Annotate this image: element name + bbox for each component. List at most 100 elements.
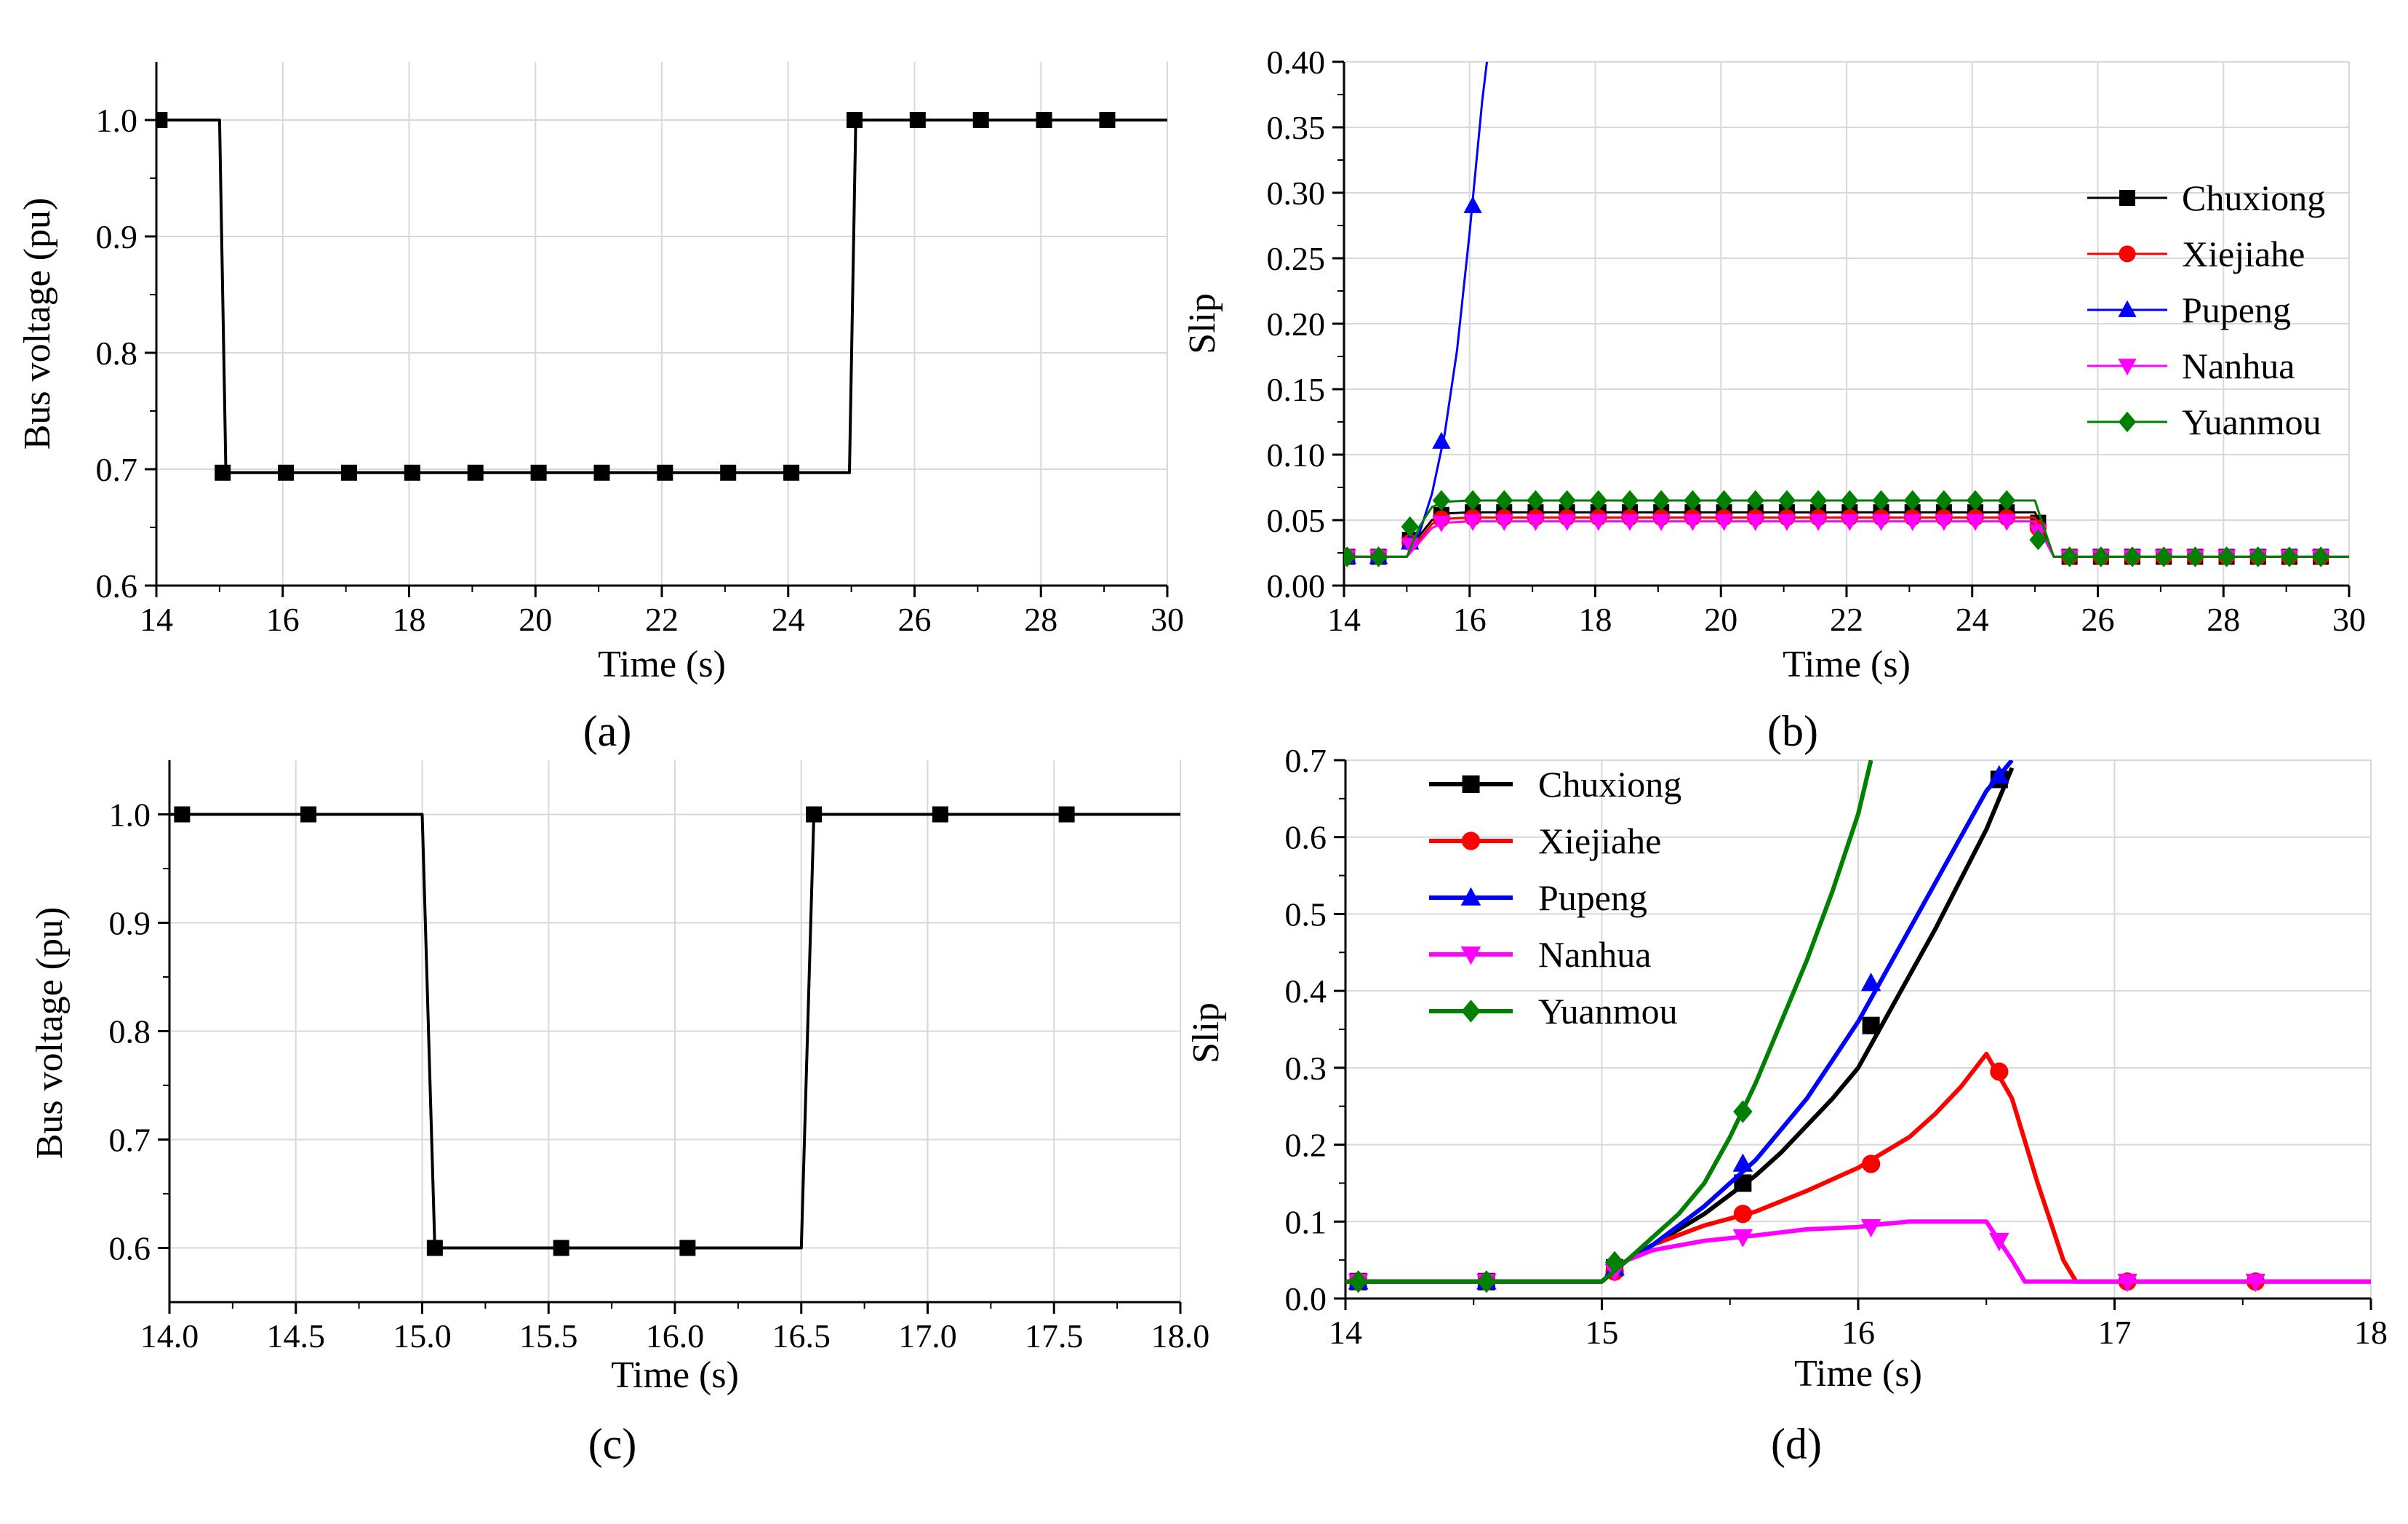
- data-point: [300, 806, 317, 823]
- x-tick-label: 17.5: [1025, 1317, 1084, 1355]
- y-axis-label: Slip: [1185, 1002, 1227, 1064]
- data-point: [1989, 765, 2009, 783]
- x-axis-label: Time (s): [1794, 1353, 1922, 1395]
- data-point: [2217, 546, 2236, 567]
- data-point: [1099, 112, 1116, 128]
- x-tick-label: 16: [1841, 1314, 1875, 1351]
- series-yuanmou: [1344, 490, 2349, 567]
- legend-label: Xiejiahe: [1538, 821, 1661, 861]
- data-point: [972, 112, 989, 128]
- data-point: [1733, 1205, 1752, 1224]
- data-point: [1777, 514, 1796, 531]
- y-tick-label: 0.05: [1267, 502, 1326, 539]
- x-tick-label: 26: [898, 601, 932, 638]
- data-point: [1620, 514, 1639, 531]
- chart-panel-d: 14 15 16 17 18 0.0 0.1 0.2 0.3 0.4 0.5 0.6 0.7 Time (…: [1185, 742, 2388, 1468]
- x-tick-label: 26: [2081, 601, 2115, 638]
- legend-label: Pupeng: [1538, 877, 1647, 918]
- data-point: [1998, 490, 2016, 511]
- data-point: [553, 1240, 569, 1256]
- x-tick-label: 16: [1453, 601, 1487, 638]
- x-tick-label: 18.0: [1151, 1317, 1210, 1355]
- plot-area: [169, 806, 1180, 1256]
- data-point: [2249, 546, 2267, 567]
- data-point: [2092, 546, 2110, 567]
- legend-label: Yuanmou: [1538, 991, 1678, 1032]
- data-point: [1432, 515, 1451, 532]
- data-point: [1733, 1100, 1753, 1123]
- panel-label: (d): [1771, 1420, 1822, 1468]
- legend-marker: [2119, 245, 2136, 263]
- x-tick-label: 16: [266, 601, 300, 638]
- legend-marker: [1461, 831, 1481, 850]
- legend-marker: [2118, 411, 2137, 433]
- x-tick-label: 24: [772, 601, 805, 638]
- y-tick-label: 0.10: [1267, 436, 1326, 474]
- series-line: [1345, 760, 1873, 1284]
- x-tick-label: 30: [1151, 601, 1184, 638]
- legend-marker: [2118, 300, 2137, 317]
- series-line: [1345, 767, 2015, 1284]
- data-point: [1809, 490, 1828, 511]
- data-point: [1344, 546, 1356, 567]
- x-tick-label: 17: [2098, 1314, 2132, 1351]
- legend-marker: [2118, 359, 2137, 376]
- plot-area: [1344, 62, 2349, 567]
- plot-area: [156, 112, 1167, 481]
- data-point: [1495, 490, 1513, 511]
- data-point: [1476, 1270, 1497, 1293]
- y-tick-label: 0.30: [1267, 175, 1326, 212]
- data-point: [1990, 1062, 2009, 1081]
- series-line: [169, 813, 1180, 1250]
- data-point: [404, 464, 420, 481]
- data-point: [1558, 490, 1576, 511]
- y-axis-label: Bus voltage (pu): [17, 198, 58, 450]
- data-point: [1432, 490, 1450, 511]
- series-bus-voltage: [169, 806, 1180, 1256]
- data-point: [2029, 529, 2047, 551]
- data-point: [530, 464, 547, 481]
- data-point: [215, 464, 231, 481]
- legend-item: Nanhua: [2087, 346, 2295, 386]
- data-point: [909, 112, 926, 128]
- x-tick-label: 18: [1579, 601, 1612, 638]
- series-line: [1345, 760, 2014, 1284]
- data-point: [278, 464, 295, 481]
- y-tick-label: 0.6: [109, 1230, 151, 1267]
- x-tick-label: 16.0: [646, 1317, 705, 1355]
- legend-label: Nanhua: [1538, 934, 1652, 975]
- x-axis-label: Time (s): [598, 644, 726, 685]
- x-tick-label: 17.0: [898, 1317, 957, 1355]
- y-tick-label: 0.35: [1267, 109, 1326, 146]
- x-tick-label: 24: [1956, 601, 1989, 638]
- y-tick-label: 0.2: [1285, 1127, 1327, 1164]
- data-point: [1432, 431, 1451, 449]
- x-tick-label: 20: [1704, 601, 1737, 638]
- data-point: [1463, 490, 1482, 511]
- legend-label: Chuxiong: [2182, 177, 2325, 218]
- data-point: [1604, 1250, 1625, 1274]
- x-tick-label: 14.0: [140, 1317, 199, 1355]
- y-axis-label: Bus voltage (pu): [29, 907, 71, 1160]
- legend-label: Xiejiahe: [2182, 234, 2305, 274]
- legend-label: Chuxiong: [1538, 764, 1681, 805]
- data-point: [1715, 490, 1733, 511]
- x-tick-label: 16.5: [772, 1317, 831, 1355]
- legend-marker: [2119, 190, 2135, 206]
- data-point: [426, 1240, 443, 1256]
- data-point: [1463, 514, 1482, 531]
- legend-label: Yuanmou: [2182, 402, 2321, 442]
- y-tick-label: 0.7: [109, 1122, 151, 1159]
- y-tick-label: 0.20: [1267, 306, 1326, 343]
- series-line: [1344, 520, 2349, 558]
- y-tick-label: 0.9: [109, 905, 151, 942]
- data-point: [1746, 514, 1765, 531]
- data-point: [846, 112, 863, 128]
- data-point: [1620, 490, 1639, 511]
- x-tick-label: 22: [1830, 601, 1863, 638]
- data-point: [2155, 546, 2173, 567]
- y-tick-label: 0.7: [96, 451, 138, 488]
- data-point: [2060, 546, 2079, 567]
- legend-label: Pupeng: [2182, 290, 2291, 330]
